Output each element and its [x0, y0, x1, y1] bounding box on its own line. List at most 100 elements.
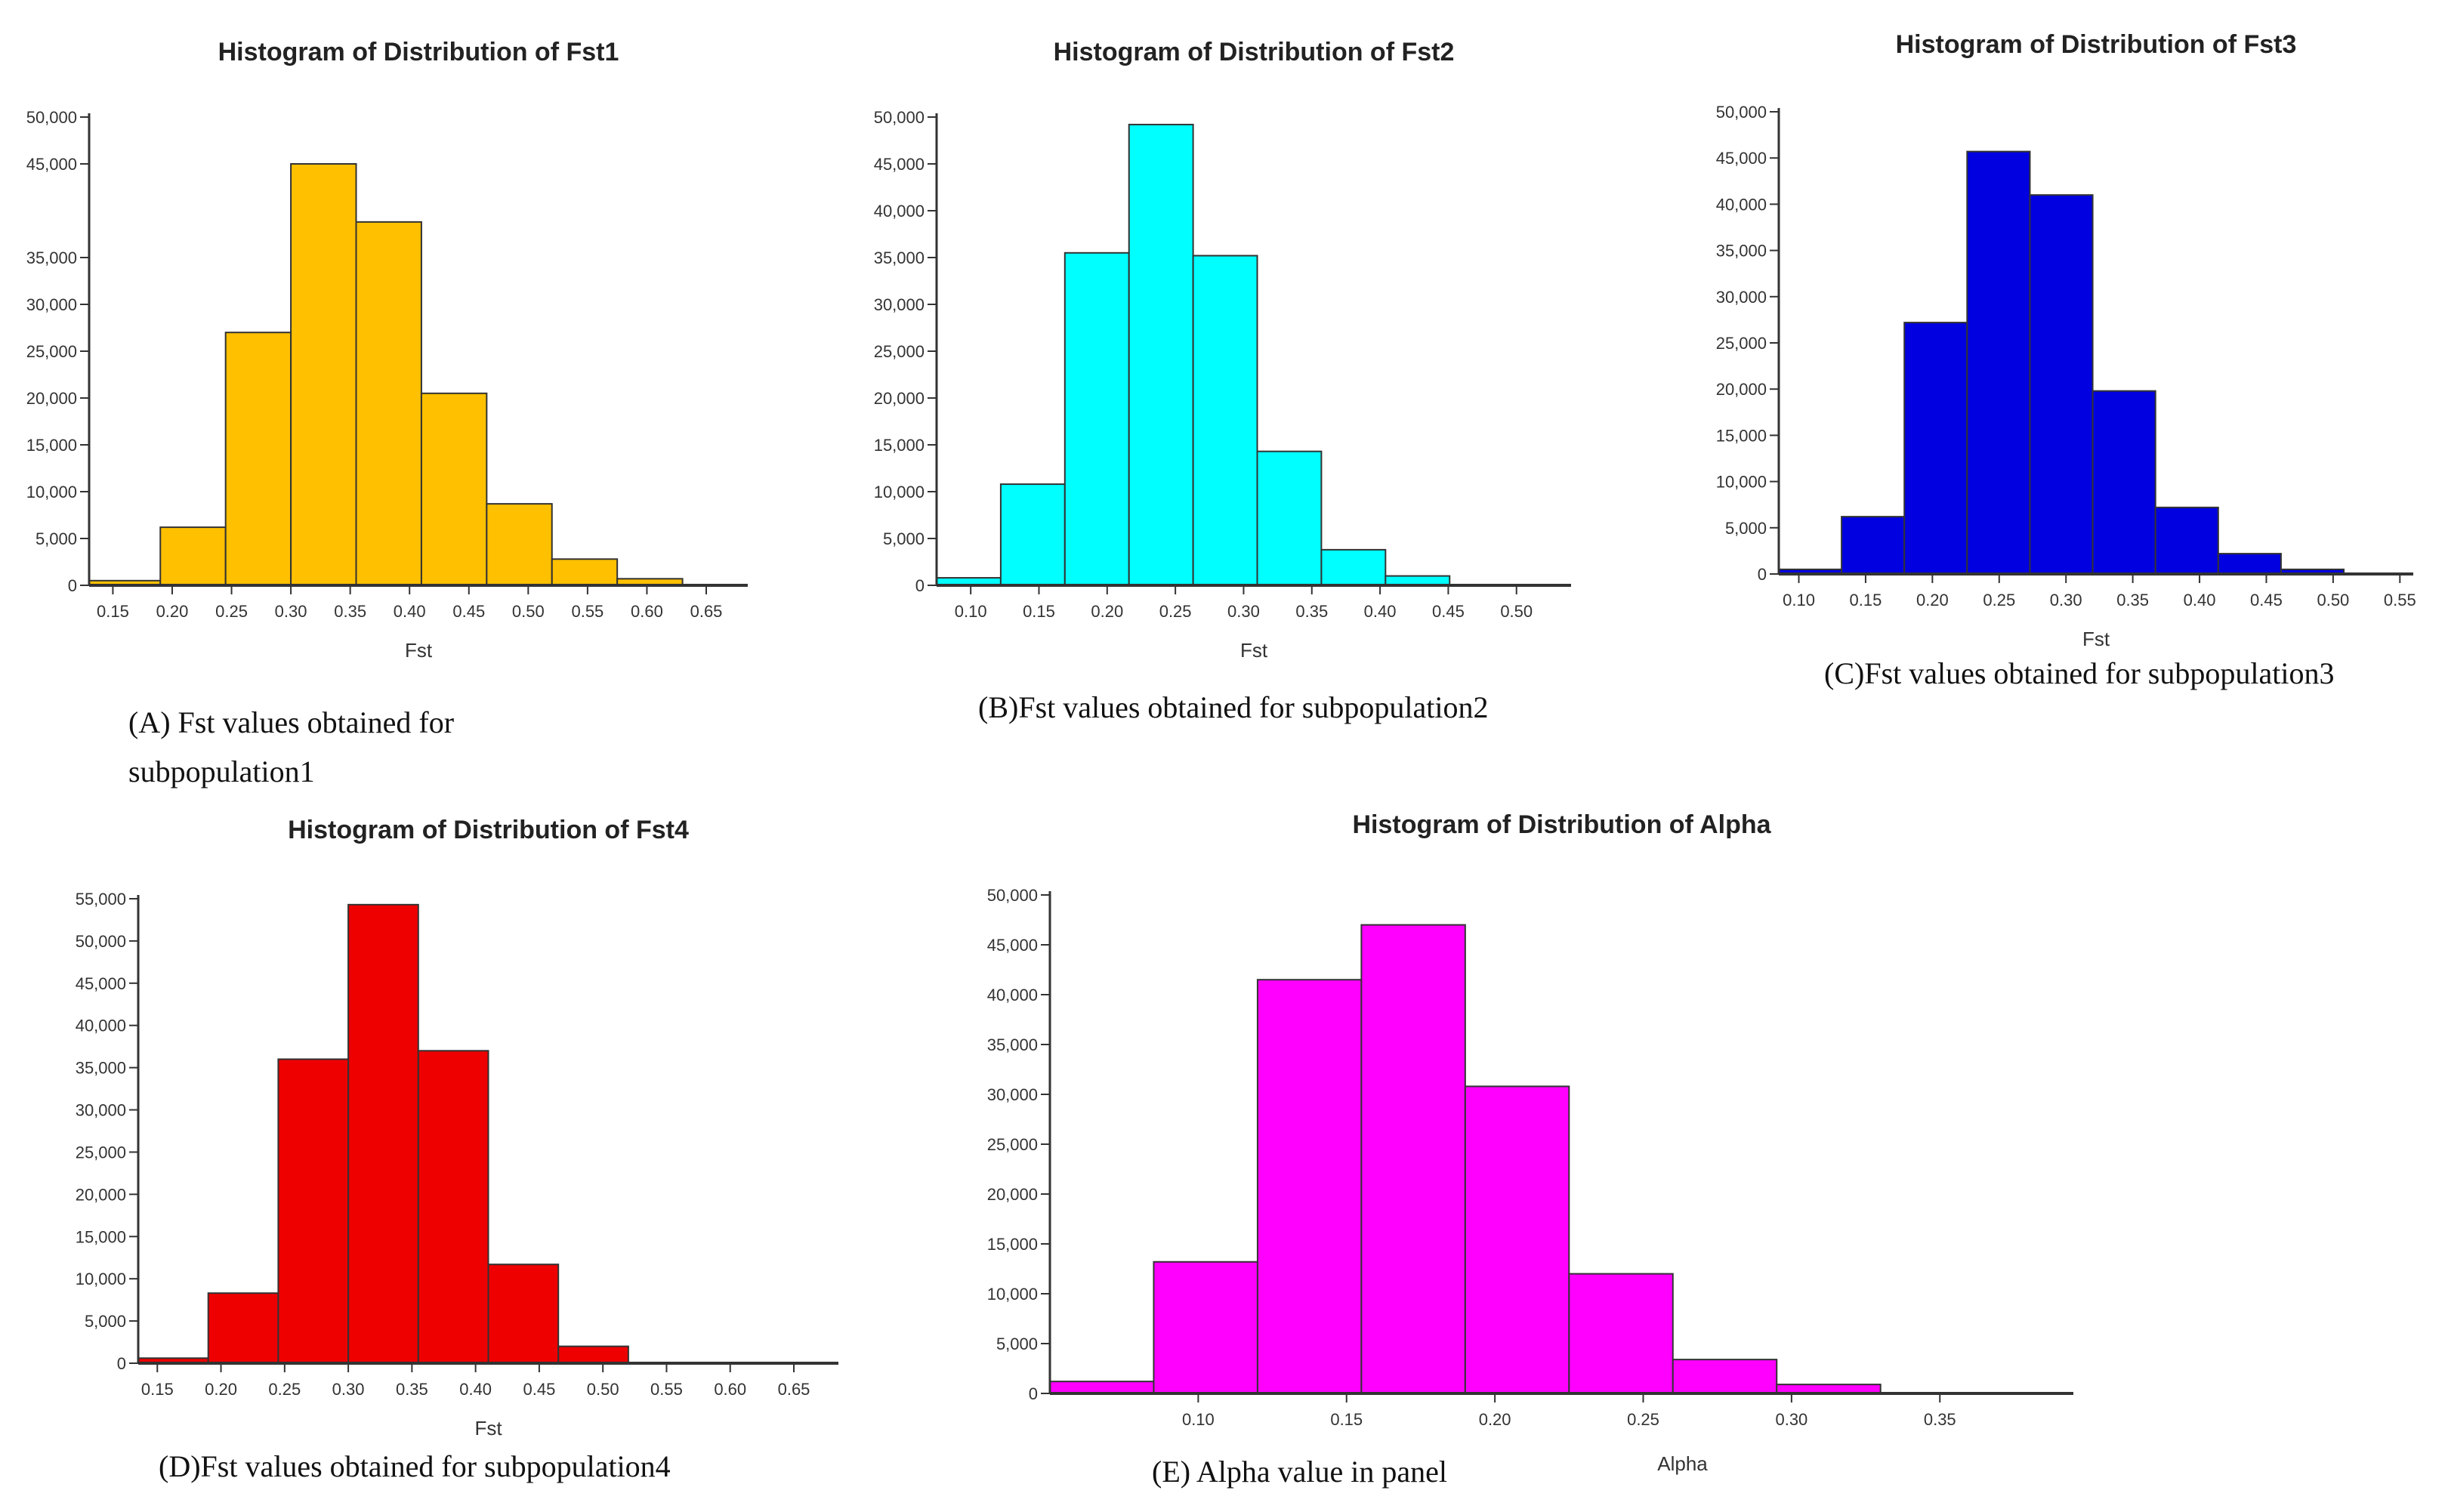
x-axis-label: Fst [405, 639, 433, 662]
chart-fst3: Histogram of Distribution of Fst3 0 5,000 1… [1716, 30, 2416, 690]
histogram-bar [1049, 1381, 1155, 1395]
x-tick-label: 0.55 [2384, 591, 2416, 609]
histogram-bar [486, 503, 553, 586]
histogram-bar [420, 392, 488, 586]
x-tick-label: 0.35 [2116, 591, 2149, 609]
x-axis-label: Fst [1240, 639, 1268, 662]
y-tick-label: 5,000 [1725, 519, 1767, 538]
x-tick-label: 0.35 [396, 1380, 428, 1399]
histogram-bar [1320, 548, 1387, 587]
histogram-bar [2091, 390, 2156, 575]
y-tick-label: 10,000 [1716, 473, 1767, 492]
chart-title: Histogram of Distribution of Fst3 [1896, 30, 2297, 59]
x-tick-label: 0.45 [452, 602, 485, 621]
histogram-bar [1360, 924, 1466, 1394]
y-tick-label: 15,000 [874, 436, 925, 455]
y-tick-label: 50,000 [987, 886, 1038, 905]
x-tick-label: 0.55 [571, 602, 604, 621]
figure-caption: (A) Fst values obtained for [128, 705, 454, 739]
y-tick-label: 50,000 [76, 932, 126, 951]
histogram-bar [999, 483, 1066, 587]
histogram-bar [417, 1050, 489, 1364]
x-tick-label: 0.25 [268, 1380, 301, 1399]
x-tick-label: 0.20 [156, 602, 189, 621]
y-tick-label: 0 [1029, 1384, 1038, 1403]
y-tick-label: 5,000 [85, 1312, 126, 1331]
x-tick-label: 0.15 [1850, 591, 1882, 609]
y-tick-label: 10,000 [26, 483, 77, 501]
y-tick-label: 10,000 [874, 483, 925, 501]
figure-caption: subpopulation1 [128, 754, 315, 788]
histogram-bar [1966, 150, 2031, 575]
figure-caption: (E) Alpha value in panel [1152, 1455, 1447, 1489]
x-tick-label: 0.20 [1091, 602, 1123, 621]
x-tick-label: 0.50 [1500, 602, 1533, 621]
y-tick-label: 45,000 [1716, 149, 1767, 168]
chart-title: Histogram of Distribution of Fst2 [1054, 38, 1455, 66]
figure-caption: (B)Fst values obtained for subpopulation… [978, 690, 1488, 724]
y-tick-label: 5,000 [996, 1335, 1038, 1353]
y-tick-label: 30,000 [1716, 288, 1767, 307]
histogram-bar [290, 163, 357, 586]
histogram-bar [207, 1292, 279, 1365]
y-tick-label: 25,000 [1716, 334, 1767, 353]
histogram-bar [1841, 516, 1906, 575]
x-tick-label: 0.50 [2317, 591, 2349, 609]
histogram-bar [1256, 450, 1323, 586]
x-tick-label: 0.45 [1432, 602, 1465, 621]
y-tick-label: 25,000 [987, 1135, 1038, 1154]
chart-fst1: Histogram of Distribution of Fst1 0 5,000 1… [26, 38, 748, 788]
y-tick-label: 40,000 [76, 1017, 126, 1035]
figure-caption: (D)Fst values obtained for subpopulation… [159, 1449, 671, 1483]
y-tick-label: 35,000 [76, 1059, 126, 1078]
x-tick-label: 0.35 [1295, 602, 1328, 621]
x-tick-label: 0.20 [1916, 591, 1949, 609]
x-axis-label: Fst [2082, 628, 2110, 650]
x-tick-label: 0.25 [215, 602, 248, 621]
x-tick-label: 0.60 [714, 1380, 746, 1399]
y-tick-label: 15,000 [26, 436, 77, 455]
histogram-bar [1153, 1261, 1258, 1395]
y-tick-label: 5,000 [883, 529, 925, 548]
x-tick-label: 0.30 [1775, 1410, 1807, 1429]
y-tick-label: 55,000 [76, 890, 126, 909]
y-tick-label: 25,000 [874, 342, 925, 361]
x-tick-label: 0.10 [1783, 591, 1815, 609]
y-tick-label: 5,000 [36, 529, 77, 548]
y-tick-label: 35,000 [1716, 242, 1767, 261]
histogram-bar [2029, 194, 2094, 575]
y-tick-label: 30,000 [987, 1085, 1038, 1104]
y-tick-label: 40,000 [987, 986, 1038, 1004]
x-tick-label: 0.45 [523, 1380, 556, 1399]
histogram-bar [1128, 123, 1194, 587]
y-tick-label: 50,000 [874, 108, 925, 127]
y-tick-label: 35,000 [26, 248, 77, 267]
x-tick-label: 0.25 [1983, 591, 2015, 609]
x-tick-label: 0.40 [1364, 602, 1397, 621]
y-tick-label: 15,000 [76, 1227, 126, 1246]
x-tick-label: 0.40 [394, 602, 426, 621]
y-tick-label: 15,000 [1716, 426, 1767, 445]
histogram-bar [277, 1058, 350, 1365]
histogram-bar [551, 558, 619, 587]
chart-title: Histogram of Distribution of Alpha [1352, 810, 1771, 839]
y-tick-label: 35,000 [987, 1035, 1038, 1054]
chart-fst4: Histogram of Distribution of Fst4 0 5,000 1… [76, 816, 838, 1483]
chart-fst2: Histogram of Distribution of Fst2 0 5,000 1… [874, 38, 1571, 724]
x-tick-label: 0.50 [512, 602, 545, 621]
y-tick-label: 15,000 [987, 1235, 1038, 1254]
histogram-bar [1903, 322, 1968, 575]
histogram-bar [1256, 979, 1363, 1394]
y-tick-label: 40,000 [1716, 195, 1767, 214]
x-tick-label: 0.15 [1023, 602, 1055, 621]
histogram-bar [2217, 553, 2282, 575]
chart-alpha: Histogram of Distribution of Alpha 0 5,000… [987, 810, 2073, 1489]
x-tick-label: 0.10 [1182, 1410, 1215, 1429]
y-tick-label: 0 [1758, 565, 1767, 584]
y-tick-label: 30,000 [874, 295, 925, 314]
y-tick-label: 0 [915, 576, 925, 595]
y-tick-label: 45,000 [76, 974, 126, 993]
y-tick-label: 50,000 [26, 108, 77, 127]
x-tick-label: 0.25 [1627, 1410, 1659, 1429]
